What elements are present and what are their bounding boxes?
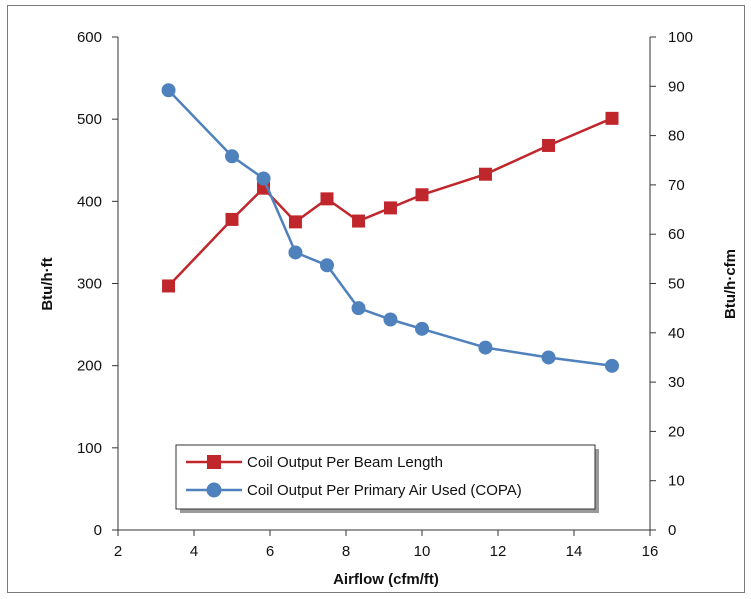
data-point-beam-length: [225, 212, 239, 226]
y-left-tick-label: 100: [77, 440, 102, 457]
data-point-copa: [256, 171, 271, 186]
data-point-copa: [383, 312, 398, 327]
data-point-beam-length: [383, 201, 397, 215]
data-point-copa: [415, 321, 429, 336]
y-right-tick-label: 70: [668, 177, 685, 194]
y-right-tick-label: 100: [668, 29, 693, 46]
data-point-copa: [541, 350, 556, 365]
y-right-tick-label: 50: [668, 276, 685, 293]
legend-label-beam: Coil Output Per Beam Length: [247, 454, 443, 471]
y-right-tick-label: 20: [668, 423, 685, 440]
x-tick-label: 16: [642, 543, 659, 560]
data-point-copa: [225, 149, 239, 164]
x-tick-label: 8: [342, 543, 350, 560]
y-left-tick-label: 400: [77, 193, 102, 210]
data-point-beam-length: [162, 279, 176, 293]
y-left-tick-label: 300: [77, 276, 102, 293]
data-point-beam-length: [415, 188, 429, 202]
y-right-tick-label: 10: [668, 473, 685, 490]
y-right-tick-label: 90: [668, 78, 685, 95]
x-tick-label: 6: [266, 543, 274, 560]
x-tick-label: 4: [190, 543, 198, 560]
y-axis-right-title: Btu/h·cfm: [722, 249, 739, 319]
x-tick-label: 12: [490, 543, 507, 560]
data-point-copa: [320, 258, 334, 273]
data-point-copa: [288, 245, 303, 260]
data-point-copa: [605, 358, 619, 373]
x-tick-label: 10: [414, 543, 431, 560]
legend: Coil Output Per Beam Length Coil Output …: [175, 444, 599, 513]
data-point-copa: [351, 301, 366, 316]
y-right-tick-label: 60: [668, 226, 685, 243]
y-right-tick-label: 80: [668, 128, 685, 145]
x-tick-label: 14: [566, 543, 583, 560]
data-point-beam-length: [605, 111, 619, 125]
legend-box: [175, 444, 596, 510]
y-right-tick-label: 40: [668, 325, 685, 342]
data-point-beam-length: [542, 138, 556, 152]
y-left-tick-label: 0: [94, 522, 102, 539]
y-left-tick-label: 200: [77, 358, 102, 375]
y-axis-left-title: Btu/h·ft: [39, 257, 56, 310]
data-point-beam-length: [320, 192, 334, 206]
legend-marker-beam: [207, 455, 221, 469]
data-point-beam-length: [288, 215, 302, 229]
x-axis-title: Airflow (cfm/ft): [333, 571, 439, 588]
series-layer: [161, 83, 619, 373]
x-tick-label: 2: [114, 543, 122, 560]
axis-titles: Airflow (cfm/ft) Btu/h·ft Btu/h·cfm: [39, 249, 739, 588]
y-right-tick-label: 0: [668, 522, 676, 539]
y-left-tick-label: 600: [77, 29, 102, 46]
y-right-tick-label: 30: [668, 374, 685, 391]
axes-layer: 2 4 6 8 10 12 14 16 0 100 200 300 400 500 600 0 10 20 30 40…: [77, 29, 693, 560]
data-point-copa: [478, 340, 493, 355]
y-left-tick-label: 500: [77, 111, 102, 128]
data-point-beam-length: [352, 214, 366, 228]
data-point-copa: [161, 83, 176, 98]
legend-label-copa: Coil Output Per Primary Air Used (COPA): [247, 482, 522, 499]
data-point-beam-length: [478, 167, 492, 181]
legend-marker-copa: [206, 482, 222, 498]
